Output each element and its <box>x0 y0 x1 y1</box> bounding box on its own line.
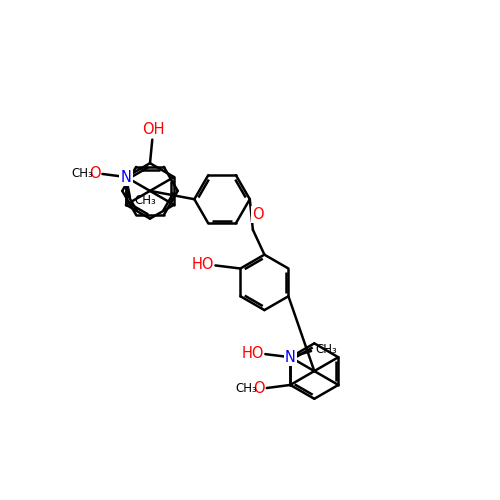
Text: O: O <box>90 166 101 180</box>
Text: OH: OH <box>142 122 165 138</box>
Text: CH₃: CH₃ <box>236 382 258 396</box>
Text: N: N <box>285 350 296 364</box>
Text: CH₃: CH₃ <box>134 194 156 207</box>
Text: N: N <box>120 170 132 184</box>
Text: HO: HO <box>242 346 264 361</box>
Text: O: O <box>252 207 264 222</box>
Text: HO: HO <box>192 257 214 272</box>
Text: CH₃: CH₃ <box>72 166 93 179</box>
Text: O: O <box>254 382 265 396</box>
Text: CH₃: CH₃ <box>316 343 338 356</box>
